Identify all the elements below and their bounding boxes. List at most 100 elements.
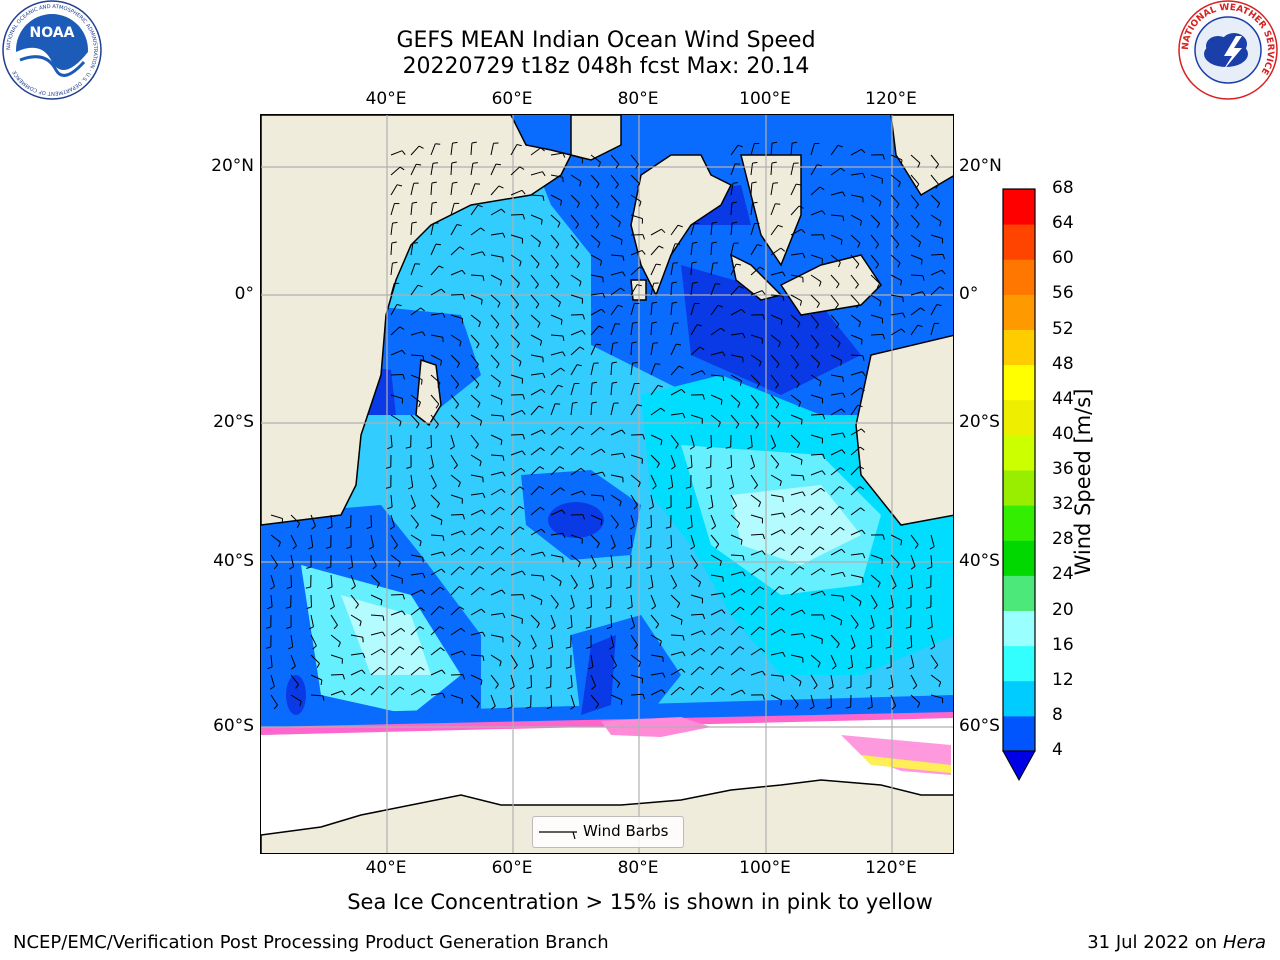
wind-barb	[910, 274, 924, 277]
wind-barb	[630, 214, 643, 220]
wind-barb	[490, 589, 503, 596]
wind-barb	[930, 174, 939, 185]
wind-barb	[770, 143, 773, 156]
wind-barb	[550, 214, 561, 224]
wind-barb-flag	[501, 488, 506, 493]
wind-barb	[890, 674, 894, 687]
wind-barb-flag	[555, 264, 559, 269]
wind-barb-flag	[575, 244, 580, 249]
wind-barb	[450, 474, 461, 483]
wind-barb	[570, 194, 580, 204]
wind-barb	[390, 627, 402, 636]
wind-barb-flag	[772, 141, 778, 144]
wind-barb-flag	[601, 448, 606, 453]
wind-barb	[930, 234, 943, 239]
wind-barb-flag	[602, 495, 605, 501]
wind-barb	[590, 383, 593, 396]
wind-barb	[910, 214, 920, 225]
wind-barb-flag	[782, 496, 784, 503]
wind-barb-flag	[520, 467, 526, 472]
wind-barb-flag	[406, 466, 412, 469]
wind-barb	[610, 694, 623, 701]
lon-tick-bottom: 40°E	[365, 858, 407, 878]
wind-barb	[550, 194, 562, 202]
wind-barb-flag	[501, 589, 506, 595]
wind-barb-flag	[461, 269, 466, 275]
wind-barb-flag	[341, 690, 346, 696]
wind-barb-flag	[907, 586, 913, 590]
colorbar-extend-arrow	[1002, 750, 1036, 782]
wind-barb-flag	[826, 706, 832, 709]
wind-barb-flag	[569, 606, 575, 610]
wind-barb-flag	[842, 392, 846, 398]
colorbar-band	[1003, 364, 1035, 401]
wind-barb	[390, 304, 398, 316]
wind-barb-flag	[846, 686, 852, 689]
wind-barb	[270, 554, 279, 566]
wind-barb-flag	[387, 506, 393, 510]
wind-barb-flag	[522, 394, 525, 400]
colorbar	[1002, 188, 1036, 782]
wind-barb-flag	[456, 423, 460, 429]
wind-barb	[650, 407, 662, 416]
wind-barb-flag	[327, 526, 333, 530]
wind-barb-flag	[592, 381, 598, 384]
wind-barb	[750, 143, 755, 156]
wind-barb-flag	[421, 379, 423, 385]
wind-barb-flag	[925, 606, 932, 609]
wind-barb-flag	[559, 581, 562, 587]
wind-barb	[790, 314, 801, 324]
wind-barb-flag	[617, 304, 623, 308]
wind-barb-flag	[547, 646, 553, 650]
wind-barb	[790, 694, 799, 705]
wind-barb-flag	[546, 666, 552, 669]
wind-barb-flag	[399, 646, 405, 650]
wind-barb-flag	[638, 662, 642, 668]
wind-barb-flag	[560, 319, 563, 325]
wind-barb	[850, 529, 863, 536]
wind-barb-flag	[742, 571, 746, 577]
wind-barb	[550, 274, 560, 285]
wind-barb	[290, 534, 297, 546]
wind-barb	[650, 454, 660, 464]
wind-barb-flag	[452, 141, 458, 144]
wind-barb-flag	[396, 304, 402, 307]
wind-barb-flag	[777, 224, 783, 228]
wind-barb-flag	[799, 545, 805, 550]
wind-barb	[490, 546, 500, 556]
wind-barb	[710, 627, 721, 636]
wind-barb	[730, 394, 741, 404]
wind-barb	[530, 614, 540, 624]
wind-barb	[650, 614, 660, 625]
lat-tick-left: 60°S	[213, 716, 254, 736]
wind-barb	[730, 454, 733, 468]
wind-barb-flag	[439, 605, 445, 610]
wind-barb-flag	[287, 646, 293, 650]
wind-barb	[790, 566, 800, 576]
wind-barb	[610, 323, 616, 336]
wind-barb	[710, 305, 719, 316]
wind-barb-flag	[345, 526, 351, 529]
wind-barb	[790, 633, 803, 636]
wind-barb	[850, 654, 854, 667]
wind-barb-flag	[685, 486, 691, 489]
lat-tick-right: 0°	[959, 284, 979, 304]
wind-barb	[770, 547, 781, 556]
wind-barb-flag	[762, 694, 765, 700]
wind-barb-flag	[719, 666, 725, 670]
wind-barb	[870, 594, 878, 606]
wind-barb-flag	[752, 161, 758, 164]
wind-barb-flag	[882, 154, 885, 160]
wind-barb-flag	[513, 664, 518, 670]
wind-barb	[450, 354, 460, 364]
wind-barb	[530, 294, 540, 305]
wind-barb-flag	[398, 562, 401, 568]
wind-barb-flag	[882, 334, 886, 340]
wind-barb	[730, 571, 743, 576]
wind-barb-flag	[537, 322, 541, 328]
wind-barb-flag	[609, 646, 614, 650]
wind-barb	[650, 654, 663, 658]
wind-barb	[670, 224, 679, 236]
wind-barb	[790, 143, 793, 156]
wind-barb-flag	[376, 583, 380, 589]
